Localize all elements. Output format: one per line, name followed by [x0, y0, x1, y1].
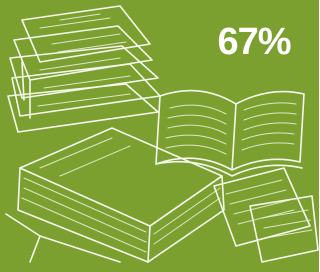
stat-percentage: 67% — [217, 21, 290, 63]
illustration: 67% — [0, 0, 319, 272]
page: 67% (() => { const data = JSON.parse(doc… — [0, 0, 319, 272]
